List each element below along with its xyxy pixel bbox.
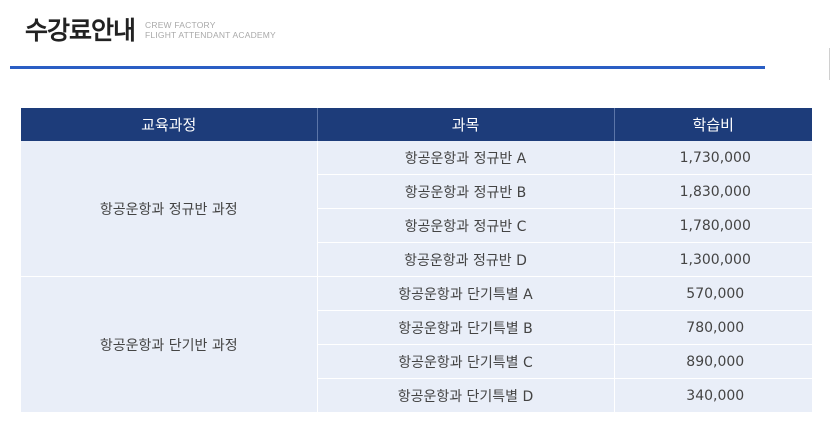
table-row: 항공운항과 정규반 C 1,780,000: [21, 208, 812, 243]
table-row: 항공운항과 단기반 과정 항공운항과 단기특별 A 570,000: [21, 276, 812, 413]
fee-cell: 780,000: [614, 310, 812, 345]
subject-cell: 항공운항과 정규반 D: [317, 242, 615, 277]
subject-cell: 항공운항과 단기특별 A: [317, 276, 615, 311]
header-course: 교육과정: [21, 108, 318, 141]
subject-cell: 항공운항과 단기특별 B: [317, 310, 615, 345]
subject-cell: 항공운항과 단기특별 D: [317, 378, 615, 413]
subtitle-line-1: CREW FACTORY: [145, 20, 216, 30]
table-row: 항공운항과 단기특별 C 890,000: [21, 344, 812, 379]
table-row: 항공운항과 정규반 B 1,830,000: [21, 174, 812, 209]
fee-cell: 1,830,000: [614, 174, 812, 209]
academy-subtitle: CREW FACTORY FLIGHT ATTENDANT ACADEMY: [145, 20, 276, 40]
title-underline: [10, 66, 765, 69]
table-row: 항공운항과 단기특별 D 340,000: [21, 378, 812, 413]
header-fee: 학습비: [614, 108, 812, 141]
table-row: 항공운항과 정규반 과정 항공운항과 정규반 A 1,730,000: [21, 141, 812, 277]
fee-cell: 1,780,000: [614, 208, 812, 243]
course-cell-regular: 항공운항과 정규반 과정: [21, 141, 318, 277]
subject-cell: 항공운항과 정규반 A: [317, 141, 615, 175]
header-subject: 과목: [317, 108, 615, 141]
page-title: 수강료안내: [25, 16, 136, 45]
course-cell-short: 항공운항과 단기반 과정: [21, 276, 318, 413]
fee-cell: 890,000: [614, 344, 812, 379]
page-header: 수강료안내 CREW FACTORY FLIGHT ATTENDANT ACAD…: [25, 14, 276, 48]
table-row: 항공운항과 정규반 D 1,300,000: [21, 242, 812, 277]
fee-cell: 1,730,000: [614, 141, 812, 175]
tuition-table: 교육과정 과목 학습비 항공운항과 정규반 과정 항공운항과 정규반 A 1,7…: [21, 108, 812, 413]
table-row: 항공운항과 단기특별 B 780,000: [21, 310, 812, 345]
fee-cell: 340,000: [614, 378, 812, 413]
fee-cell: 570,000: [614, 276, 812, 311]
subject-cell: 항공운항과 정규반 B: [317, 174, 615, 209]
right-edge-divider: [829, 48, 830, 80]
subtitle-line-2: FLIGHT ATTENDANT ACADEMY: [145, 30, 276, 40]
subject-cell: 항공운항과 단기특별 C: [317, 344, 615, 379]
fee-cell: 1,300,000: [614, 242, 812, 277]
subject-cell: 항공운항과 정규반 C: [317, 208, 615, 243]
table-header-row: 교육과정 과목 학습비: [21, 108, 812, 141]
